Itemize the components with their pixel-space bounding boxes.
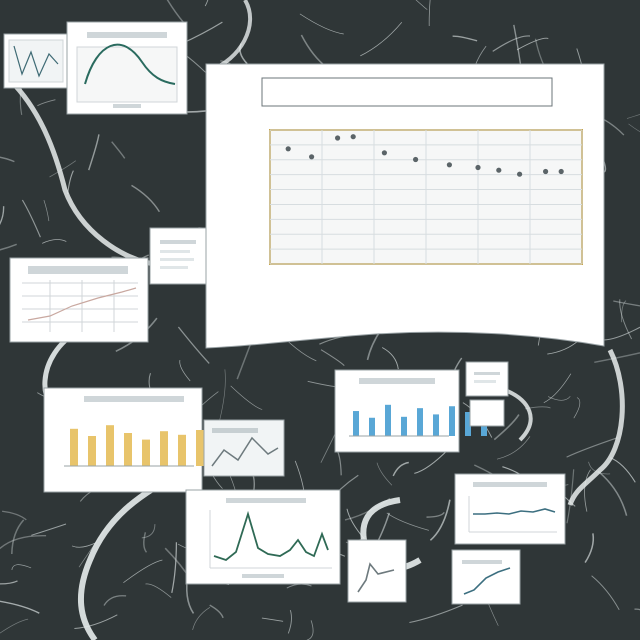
thumb-bar xyxy=(142,440,150,466)
scatter-point xyxy=(543,169,548,174)
thumb-line-bottom xyxy=(186,490,340,584)
thumb-bar xyxy=(124,433,132,466)
scatter-point xyxy=(309,154,314,159)
thumb-bar xyxy=(196,430,204,466)
thumb-top-left xyxy=(4,34,68,88)
thumb-small-bottom xyxy=(348,540,406,602)
thumb-bar xyxy=(106,425,114,466)
thumb-bar xyxy=(160,431,168,466)
thumb-gray-mid xyxy=(204,420,284,476)
scatter-point xyxy=(382,150,387,155)
thumb-bar xyxy=(369,418,375,436)
thumb-bar xyxy=(433,414,439,436)
thumb-small-mid xyxy=(150,228,206,284)
scatter-point xyxy=(447,162,452,167)
thumb-top-center xyxy=(67,22,187,114)
scatter-point xyxy=(475,165,480,170)
thumb-right-mid xyxy=(455,474,565,544)
thumb-tiny-right xyxy=(466,362,508,426)
thumb-bar xyxy=(70,429,78,466)
scatter-point xyxy=(517,172,522,177)
thumb-bar xyxy=(178,435,186,466)
thumb-bar xyxy=(401,417,407,436)
scatter-point xyxy=(413,157,418,162)
thumb-bar xyxy=(385,405,391,436)
main-chart-card xyxy=(206,64,604,348)
scatter-point xyxy=(559,169,564,174)
scatter-point xyxy=(286,146,291,151)
scatter-point xyxy=(351,134,356,139)
thumb-bar xyxy=(88,436,96,466)
thumb-bar xyxy=(449,406,455,436)
scatter-point xyxy=(496,168,501,173)
scatter-point xyxy=(335,135,340,140)
title-frame xyxy=(262,78,552,106)
thumb-bar xyxy=(353,411,359,436)
thumb-bottom-right xyxy=(452,550,520,604)
thumb-mid-left xyxy=(10,258,148,342)
thumb-bar xyxy=(417,408,423,436)
